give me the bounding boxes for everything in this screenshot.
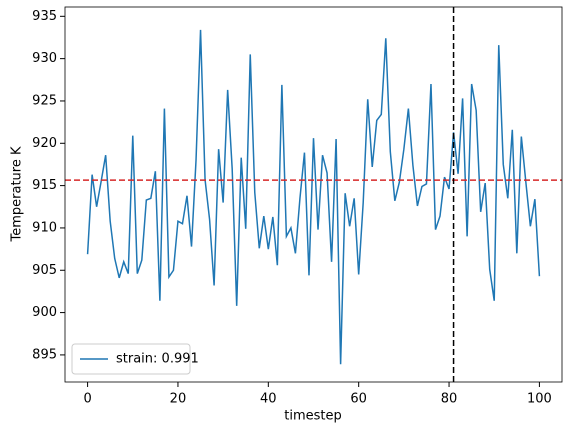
x-tick-label: 40 [260,392,277,407]
y-tick-label: 935 [32,9,57,24]
x-axis-label: timestep [284,409,342,424]
x-tick-label: 20 [170,392,187,407]
y-tick-label: 915 [32,178,57,193]
data-line [86,29,541,365]
legend-box [71,343,191,375]
y-tick-label: 910 [32,220,57,235]
y-tick-label: 900 [32,305,57,320]
y-axis-label: Temperature K [10,146,25,242]
y-tick-label: 895 [32,347,57,362]
x-tick-label: 0 [83,392,91,407]
y-tick-label: 930 [32,51,57,66]
legend-label: strain: 0.991 [116,352,199,367]
x-tick-label: 60 [350,392,367,407]
x-tick-label: 80 [441,392,458,407]
y-tick-label: 925 [32,93,57,108]
y-tick-label: 905 [32,263,57,278]
plot-frame [64,6,563,383]
x-tick-label: 100 [527,392,552,407]
y-tick-label: 920 [32,136,57,151]
